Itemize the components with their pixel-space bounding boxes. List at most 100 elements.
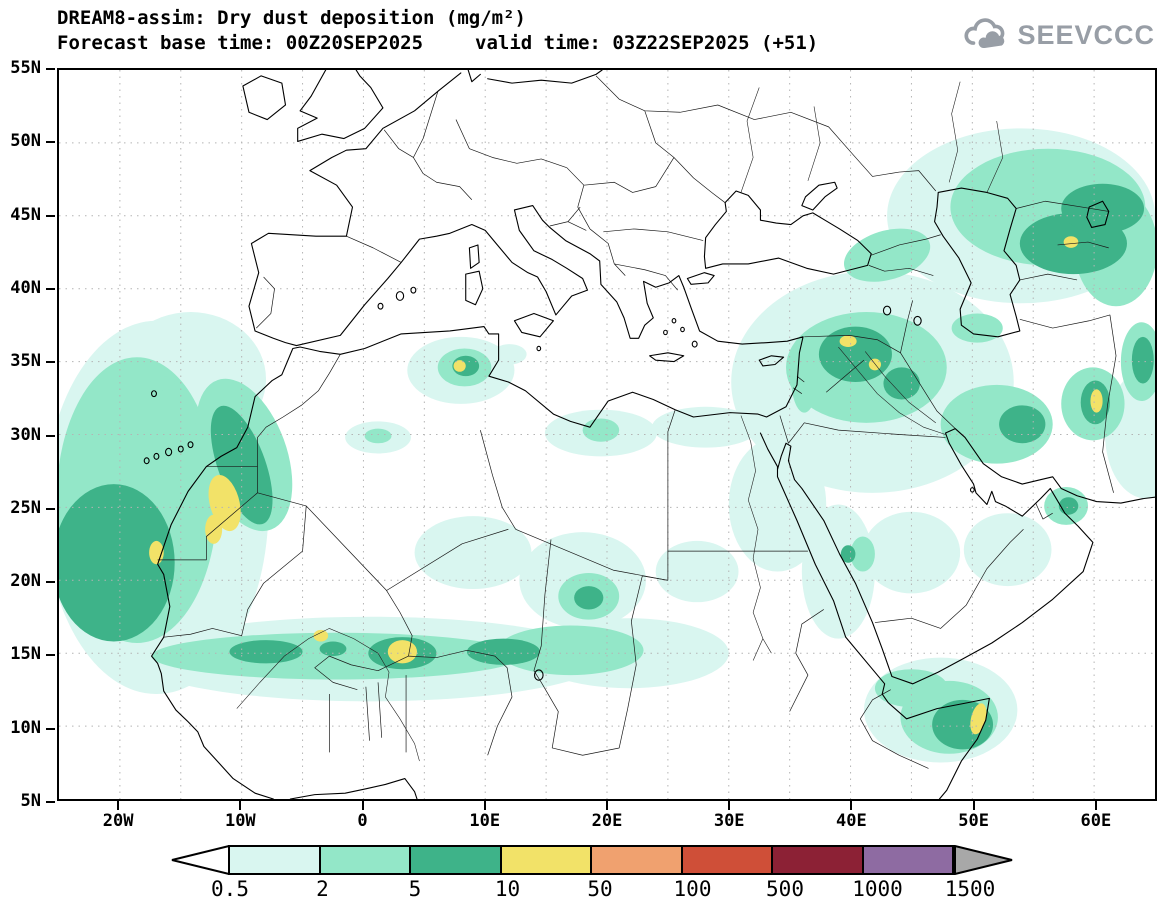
graticule-grid <box>59 70 1155 799</box>
colorbar-segment <box>680 845 773 875</box>
lat-tick <box>46 141 55 144</box>
coast-sea-of-marmara <box>687 273 714 285</box>
map-canvas <box>59 70 1155 799</box>
colorbar-segment <box>499 845 592 875</box>
lon-label: 40E <box>836 811 867 831</box>
lat-label: 55N <box>10 58 41 78</box>
lat-label: 15N <box>10 644 41 665</box>
lat-tick <box>46 287 55 290</box>
valid-time: valid time: 03Z22SEP2025 (+51) <box>475 32 819 54</box>
lat-tick <box>46 434 55 437</box>
lat-label: 35N <box>10 351 41 372</box>
coast-sea-of-azov <box>802 182 837 210</box>
colorbar-segment <box>861 845 954 875</box>
colorbar-tick-label: 100 <box>673 877 712 901</box>
lat-label: 25N <box>10 497 41 518</box>
longitude-axis: 20W 10W 0 10E 20E 30E 40E 50E 60E <box>57 801 1157 841</box>
lat-tick <box>46 581 55 584</box>
coast-ireland <box>243 76 286 120</box>
coast-baltic <box>468 70 602 83</box>
coast-red-sea-africa <box>760 433 989 799</box>
lake-van <box>883 306 890 315</box>
coast-black-sea <box>704 191 871 274</box>
lon-tick <box>483 801 486 810</box>
colorbar-labels: 0.5 2 5 10 50 100 500 1000 1500 <box>170 877 1030 901</box>
colorbar-segment <box>590 845 683 875</box>
colorbar-segment <box>409 845 502 875</box>
island-bahrain <box>971 488 975 492</box>
lat-tick <box>46 801 55 803</box>
coast-caspian-sea <box>935 188 1020 337</box>
island-madeira <box>152 391 157 397</box>
coast-arabia <box>777 429 1155 684</box>
island-canary <box>178 446 183 452</box>
map-subtitle: Forecast base time: 00Z20SEP2025 valid ti… <box>57 31 818 56</box>
island-aegean <box>664 330 668 334</box>
lake-urmia <box>914 316 921 325</box>
island-aegean <box>681 327 685 331</box>
cloud-icon <box>964 18 1005 49</box>
lat-label: 30N <box>10 424 41 445</box>
lon-label: 10E <box>469 811 501 831</box>
colorbar-tick-label: 500 <box>766 877 804 901</box>
island-aegean <box>672 319 676 323</box>
island-malta <box>537 346 541 350</box>
island-canary <box>166 448 172 455</box>
lat-label: 10N <box>10 717 41 738</box>
lat-label: 20N <box>10 571 41 592</box>
country-borders <box>158 76 1116 769</box>
map-title: DREAM8-assim: Dry dust deposition (mg/m²… <box>57 7 526 29</box>
colorbar-left-arrow <box>171 845 230 875</box>
lon-tick <box>239 801 242 810</box>
lon-label: 20W <box>102 811 134 831</box>
map-frame <box>57 68 1157 801</box>
coast-aral-sea <box>1087 201 1109 227</box>
lon-label: 30E <box>713 811 745 831</box>
lat-tick <box>46 361 55 364</box>
lat-label: 50N <box>10 131 41 152</box>
lat-tick <box>46 727 55 730</box>
lat-tick <box>46 214 55 217</box>
coastlines <box>144 70 1155 799</box>
island-balearic <box>396 292 403 301</box>
lon-tick <box>1094 801 1097 810</box>
colorbar-tick-label: 2 <box>316 877 329 901</box>
colorbar-right-arrow <box>954 845 1013 875</box>
dust-deposition-layer <box>59 128 1155 763</box>
colorbar-segment <box>228 845 321 875</box>
island-crete <box>650 353 684 362</box>
colorbar-segment <box>771 845 864 875</box>
lon-tick <box>361 801 364 810</box>
lon-tick <box>605 801 608 810</box>
lat-label: 45N <box>10 204 41 225</box>
lon-label: 0 <box>357 811 368 831</box>
colorbar-tick-label: 10 <box>494 877 521 901</box>
rivers <box>237 82 1003 761</box>
coast-great-britain <box>298 70 383 141</box>
colorbar-tick-label: 1500 <box>944 877 996 901</box>
colorbar-tick-label: 5 <box>408 877 422 901</box>
lat-tick <box>46 68 55 70</box>
island-canary <box>144 458 149 464</box>
island-cyprus <box>759 356 783 366</box>
lon-label: 20E <box>591 811 623 831</box>
island-corsica <box>469 245 479 268</box>
lon-label: 60E <box>1080 811 1112 831</box>
colorbar-segment <box>318 845 411 875</box>
island-canary <box>154 453 159 459</box>
forecast-base-time: Forecast base time: 00Z20SEP2025 <box>57 32 424 54</box>
colorbar-tick-label: 1000 <box>852 877 903 901</box>
lon-label: 10W <box>224 811 256 831</box>
lon-tick <box>850 801 853 810</box>
lon-tick <box>117 801 120 810</box>
colorbar-tick-label: 0.5 <box>211 877 249 901</box>
lon-label: 50E <box>958 811 989 831</box>
lat-tick <box>46 654 55 657</box>
lake-chad <box>535 670 544 680</box>
title-block: DREAM8-assim: Dry dust deposition (mg/m²… <box>57 6 818 56</box>
island-sicily <box>514 313 553 336</box>
coast-europe-africa <box>152 73 804 799</box>
lon-tick <box>972 801 975 810</box>
lat-tick <box>46 507 55 510</box>
